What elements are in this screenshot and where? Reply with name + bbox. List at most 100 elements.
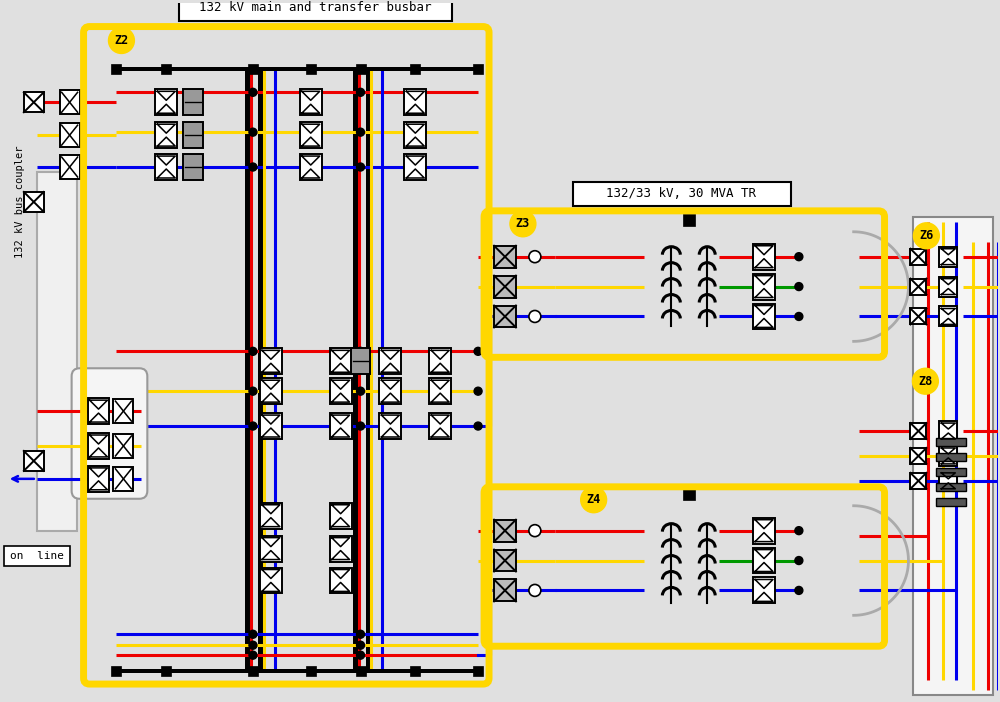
Bar [683,214,695,226]
Bar [939,307,957,326]
Circle shape [357,347,365,355]
Bar [473,666,483,676]
Bar [473,65,483,74]
Bar [410,666,420,676]
Bar [753,303,775,329]
Circle shape [249,388,257,395]
Bar [260,413,282,439]
Bar [24,192,44,212]
Bar [753,548,775,574]
Bar [330,536,352,562]
Bar [351,348,370,374]
Circle shape [795,312,803,320]
Bar [60,123,80,147]
Bar [494,276,516,298]
Bar [88,466,109,492]
Circle shape [357,651,365,659]
Bar [753,274,775,300]
Bar [300,122,322,148]
Circle shape [357,88,365,96]
Circle shape [474,422,482,430]
Bar [161,65,171,74]
Bar [245,69,250,671]
Text: 132 kV main and transfer busbar: 132 kV main and transfer busbar [199,1,432,14]
Bar [356,65,366,74]
Bar [37,172,77,531]
Bar [330,413,352,439]
Circle shape [795,283,803,291]
Circle shape [357,163,365,171]
Circle shape [108,27,134,53]
Circle shape [529,251,541,263]
Text: Z6: Z6 [919,230,934,242]
Circle shape [249,630,257,638]
Bar [183,154,203,180]
Circle shape [249,88,257,96]
Bar [936,453,966,461]
Bar [330,348,352,374]
Bar [494,519,516,542]
Circle shape [249,422,257,430]
Bar [753,517,775,543]
Bar [936,483,966,491]
FancyBboxPatch shape [4,545,70,566]
Bar [111,666,121,676]
Circle shape [357,422,365,430]
Bar [429,413,451,439]
Circle shape [529,585,541,597]
Bar [910,423,926,439]
Bar [300,89,322,115]
Circle shape [249,651,257,659]
Bar [260,567,282,593]
Bar [260,348,282,374]
Bar [913,217,993,695]
Bar [379,413,401,439]
Bar [248,666,258,676]
Text: Z8: Z8 [918,375,933,388]
Bar [353,69,358,671]
Bar [113,467,133,491]
Circle shape [510,211,536,237]
Text: Z2: Z2 [114,34,129,47]
Bar [404,89,426,115]
Bar [494,579,516,602]
Bar [24,451,44,471]
Bar [113,434,133,458]
Text: 132/33 kV, 30 MVA TR: 132/33 kV, 30 MVA TR [606,187,756,201]
Circle shape [357,630,365,638]
Circle shape [249,128,257,136]
Circle shape [249,347,257,355]
Circle shape [357,388,365,395]
Bar [910,448,926,464]
Text: Z3: Z3 [516,218,530,230]
Text: Z4: Z4 [587,494,601,506]
Bar [939,421,957,441]
Bar [429,378,451,404]
Circle shape [913,223,939,249]
Bar [356,357,366,366]
Circle shape [795,586,803,595]
Bar [936,468,966,476]
Text: 132 kV bus coupler: 132 kV bus coupler [15,145,25,258]
Bar [404,154,426,180]
Bar [936,438,966,446]
Bar [116,67,478,72]
Bar [939,277,957,296]
FancyBboxPatch shape [72,369,147,498]
Bar [161,666,171,676]
Bar [155,154,177,180]
Bar [88,398,109,424]
Bar [494,246,516,267]
Circle shape [795,526,803,535]
Circle shape [249,641,257,649]
Bar [910,308,926,324]
Circle shape [912,369,938,394]
Bar [113,399,133,423]
Circle shape [529,524,541,536]
Circle shape [249,163,257,171]
FancyBboxPatch shape [179,0,452,20]
Bar [116,669,478,673]
Bar [494,550,516,571]
Bar [260,378,282,404]
Bar [379,378,401,404]
